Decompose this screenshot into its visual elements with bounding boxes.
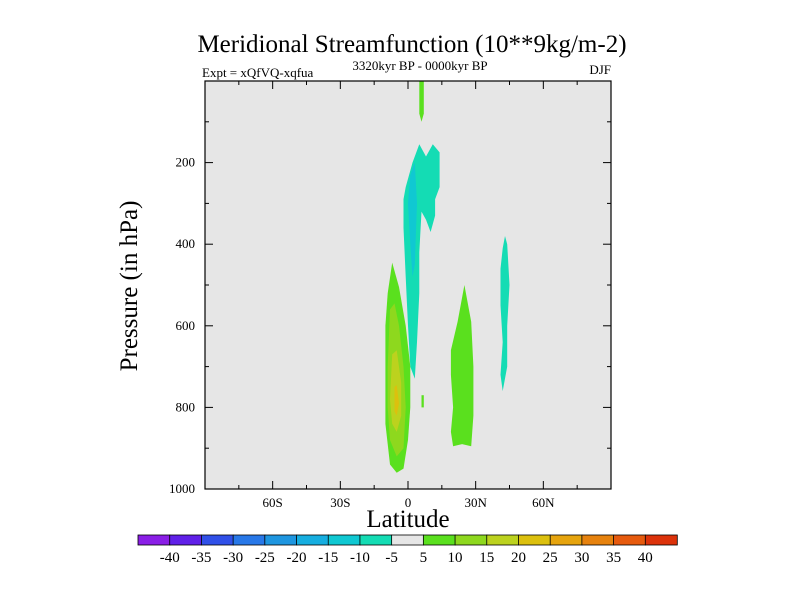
colorbar-box-9 (422, 534, 456, 546)
contour-region-7 (421, 395, 424, 408)
subtitle-center: 3320kyr BP - 0000kyr BP (352, 58, 487, 73)
y-tick-label: 600 (176, 318, 196, 333)
colorbar-label: 20 (511, 550, 526, 566)
subtitle-left: Expt = xQfVQ-xqfua (202, 65, 314, 80)
colorbar-label: 30 (574, 550, 589, 566)
colorbar-box-5 (296, 534, 329, 546)
contour-region-2 (408, 162, 417, 277)
colorbar-label: -5 (385, 550, 398, 566)
colorbar-label: 25 (543, 550, 558, 566)
contour-region-6 (394, 385, 399, 416)
colorbar-label: -40 (160, 550, 180, 566)
y-tick-label: 200 (176, 155, 196, 170)
colorbar-box-15 (613, 534, 647, 546)
x-axis-label: Latitude (366, 506, 449, 533)
axis-ticks (204, 81, 612, 489)
colorbar-box-0 (137, 534, 171, 546)
x-tick-label: 30S (330, 495, 350, 510)
colorbar-label: 10 (448, 550, 463, 566)
colorbar-box-8 (391, 534, 425, 546)
colorbar-box-2 (201, 534, 234, 546)
y-tick-label: 800 (176, 399, 196, 414)
x-tick-label: 30N (464, 495, 487, 510)
colorbar-labels: -40 -35 -30 -25 -20 -15 -10 -5 5 10 15 20 25 30 35 40 (160, 550, 653, 566)
contour-region-8 (450, 285, 474, 447)
colorbar-box-11 (486, 534, 520, 546)
colorbar-label: 5 (420, 550, 428, 566)
colorbar-box-10 (454, 534, 488, 546)
colorbar-label: -25 (255, 550, 275, 566)
colorbar-label: 15 (479, 550, 494, 566)
y-tick-label: 400 (176, 236, 196, 251)
colorbar-box-16 (644, 534, 678, 546)
y-tick-labels: 200 400 600 800 1000 (169, 155, 195, 496)
x-tick-label: 60S (263, 495, 283, 510)
contour-regions (385, 81, 510, 473)
subtitle-right: DJF (589, 62, 611, 77)
x-tick-labels: 60S 30S 0 30N 60N (263, 495, 556, 510)
colorbar-box-7 (359, 534, 393, 546)
contour-region-9 (500, 236, 510, 392)
contour-region-0 (419, 81, 424, 122)
colorbar-box-4 (264, 534, 298, 546)
colorbar-label: -35 (191, 550, 211, 566)
x-tick-label: 0 (405, 495, 412, 510)
colorbar-label: -30 (223, 550, 243, 566)
colorbar-label: -10 (350, 550, 370, 566)
colorbar-box-14 (581, 534, 615, 546)
chart-title: Meridional Streamfunction (10**9kg/m-2) (197, 31, 626, 58)
colorbar-label: 35 (606, 550, 621, 566)
colorbar-label: 40 (638, 550, 653, 566)
y-tick-label: 1000 (169, 481, 195, 496)
colorbar-label: -20 (287, 550, 307, 566)
colorbar-box-1 (169, 534, 203, 546)
x-tick-label: 60N (532, 495, 555, 510)
y-axis-label: Pressure (in hPa) (116, 201, 143, 372)
colorbar-box-6 (327, 534, 361, 546)
colorbar-box-12 (518, 534, 551, 546)
colorbar-box-3 (232, 534, 266, 546)
colorbar (137, 534, 678, 546)
colorbar-label: -15 (318, 550, 338, 566)
colorbar-box-13 (549, 534, 583, 546)
